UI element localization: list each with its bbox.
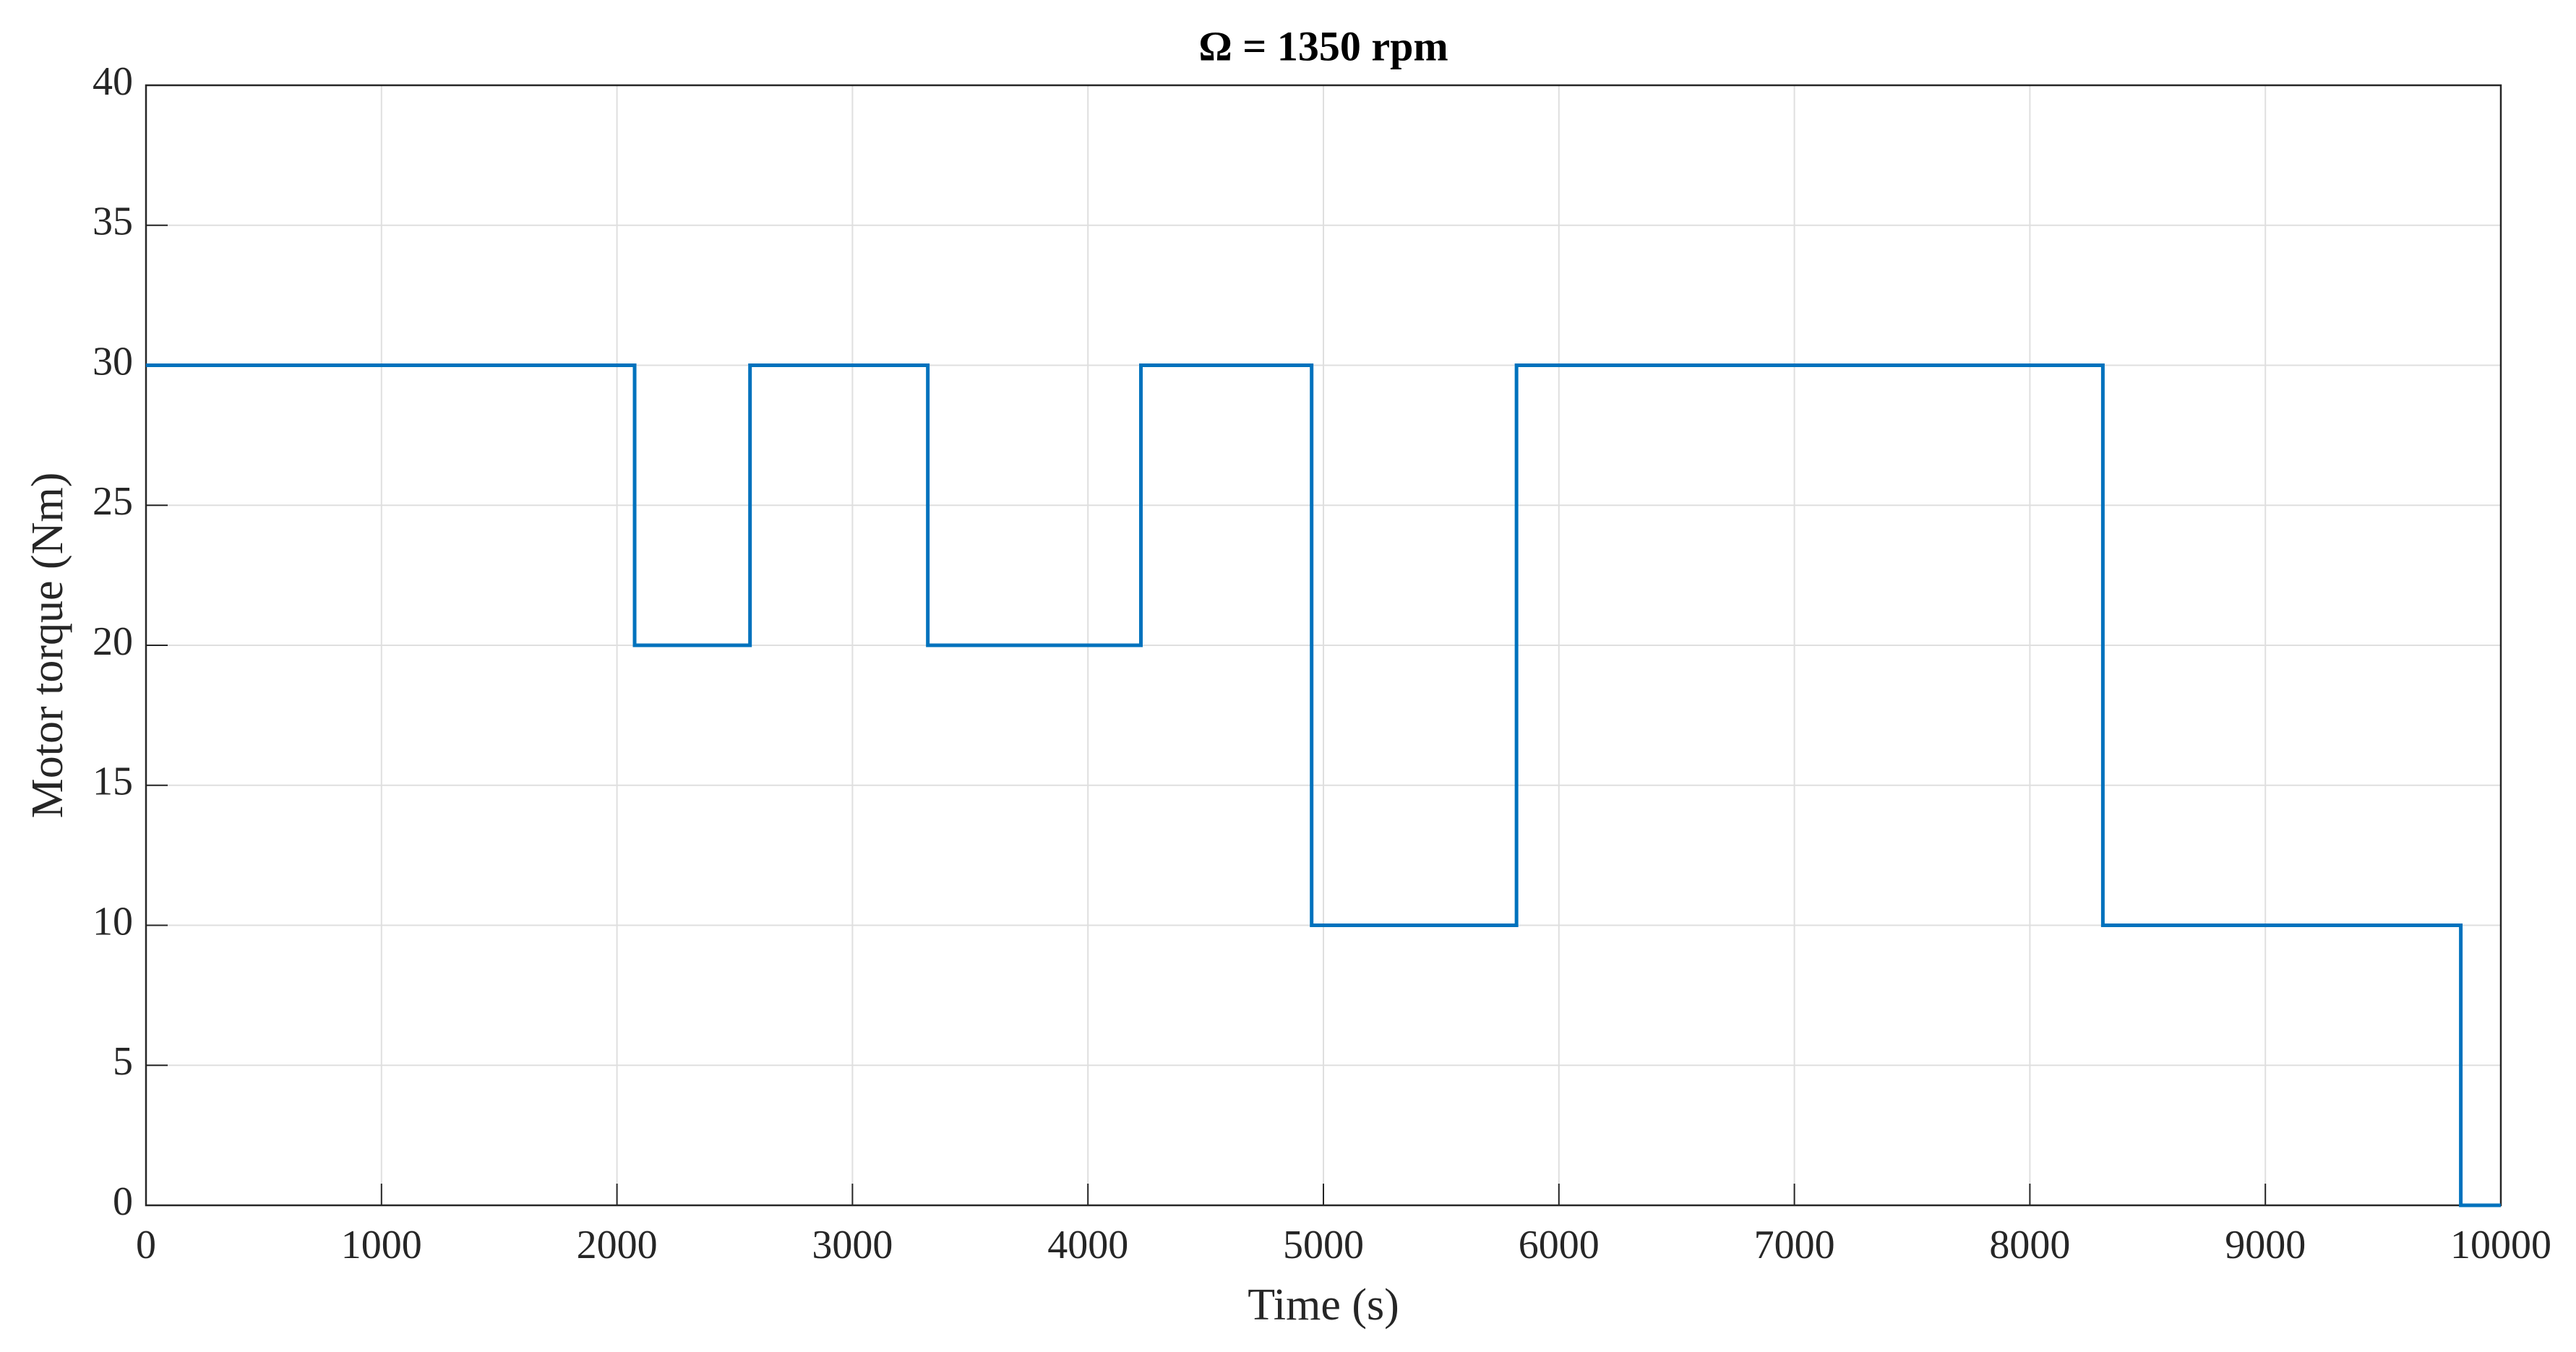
y-tick-label: 15 — [93, 759, 133, 804]
x-tick-label: 9000 — [2225, 1223, 2306, 1267]
x-tick-label: 4000 — [1047, 1223, 1128, 1267]
x-tick-label: 6000 — [1519, 1223, 1600, 1267]
x-axis-label: Time (s) — [1248, 1280, 1399, 1330]
x-tick-label: 2000 — [577, 1223, 658, 1267]
y-tick-label: 35 — [93, 199, 133, 244]
x-tick-label: 10000 — [2450, 1223, 2551, 1267]
axes-box — [145, 84, 2502, 1207]
chart-title: Ω = 1350 rpm — [1198, 22, 1448, 69]
x-tick-label: 7000 — [1754, 1223, 1835, 1267]
x-tick-label: 1000 — [341, 1223, 422, 1267]
y-tick-label: 40 — [93, 59, 133, 104]
y-tick-label: 0 — [113, 1179, 133, 1224]
y-tick-label: 25 — [93, 479, 133, 524]
x-tick-label: 3000 — [812, 1223, 893, 1267]
y-tick-label: 20 — [93, 619, 133, 664]
x-tick-label: 0 — [136, 1223, 156, 1267]
y-tick-label: 30 — [93, 339, 133, 384]
x-tick-label: 8000 — [1989, 1223, 2070, 1267]
line — [146, 363, 2501, 1207]
x-tick-label: 5000 — [1283, 1223, 1364, 1267]
y-axis-label: Motor torque (Nm) — [23, 473, 72, 819]
y-tick-label: 10 — [93, 899, 133, 944]
y-tick-label: 5 — [113, 1039, 133, 1084]
